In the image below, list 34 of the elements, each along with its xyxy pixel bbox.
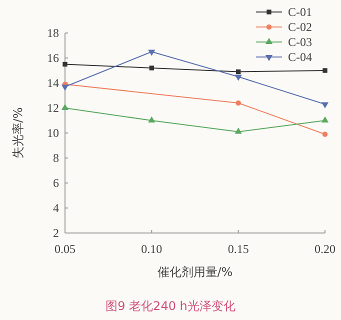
y-tick-label: 6 (53, 176, 59, 190)
text: 图9 老化240 h光泽变化 (106, 299, 236, 313)
point (61, 84, 69, 91)
point (149, 66, 154, 70)
x-tick-label: 0.10 (141, 242, 162, 256)
x-tick-label: 0.05 (54, 242, 76, 256)
point (61, 104, 69, 110)
point (234, 128, 242, 134)
point (321, 102, 329, 108)
x-tick-label: 0.20 (314, 242, 336, 256)
point (234, 74, 242, 81)
point (148, 50, 156, 56)
y-tick-label: 12 (47, 101, 59, 116)
point (321, 116, 329, 123)
point (236, 69, 241, 74)
legend-label: C-04 (288, 50, 312, 64)
y-tick-label: 8 (53, 151, 59, 166)
legend-label: C-02 (288, 20, 312, 34)
y-tick-label: 2 (53, 226, 59, 240)
x-tick-label: 0.15 (228, 242, 249, 256)
y-axis-title: 失光率/% (11, 107, 25, 159)
point (322, 68, 328, 73)
y-tick-label: 16 (47, 51, 59, 66)
y-tick-label: 10 (47, 126, 59, 140)
legend-label: C-01 (288, 5, 312, 20)
point (322, 132, 328, 137)
point (148, 116, 156, 123)
y-tick-label: 18 (47, 26, 59, 40)
y-tick-label: 14 (47, 76, 59, 90)
y-tick-label: 4 (53, 201, 59, 216)
point (62, 62, 68, 67)
point (236, 100, 241, 106)
legend-label: C-03 (288, 35, 312, 50)
x-axis-title: 催化剂用量/% (157, 265, 233, 279)
